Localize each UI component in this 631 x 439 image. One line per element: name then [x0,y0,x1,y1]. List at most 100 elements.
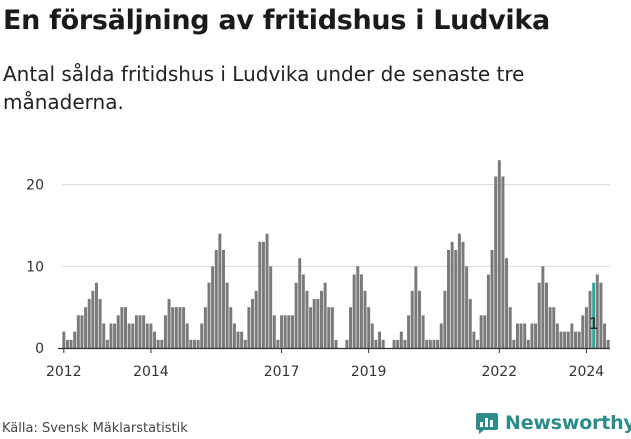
bar [65,339,69,348]
bar [508,307,512,348]
bar [316,299,320,348]
bar [236,331,240,348]
bar [200,323,204,348]
bar [330,307,334,348]
bar [225,282,229,348]
bar [552,307,556,348]
bar [490,250,494,348]
bar [595,274,599,348]
bar [160,339,164,348]
bar [410,290,414,348]
bar [214,250,218,348]
bar [94,282,98,348]
bar [345,339,349,348]
bar [69,339,73,348]
bar [283,315,287,348]
bar [142,315,146,348]
bar [472,331,476,348]
bar [305,290,309,348]
bar [192,339,196,348]
bar [436,339,440,348]
bar [301,274,305,348]
bar [203,307,207,348]
bar [399,331,403,348]
bar [526,339,530,348]
bar [577,331,581,348]
bar [534,323,538,348]
gridlines [62,184,610,267]
bar [523,323,527,348]
bar [171,307,175,348]
bar [298,258,302,348]
bar [403,339,407,348]
bar [196,339,200,348]
bar [182,307,186,348]
bar [501,176,505,348]
bar [254,290,258,348]
bar [447,250,450,348]
bar [98,299,102,348]
bar [461,241,465,348]
data-label: 1 [589,314,599,333]
bar [276,339,280,348]
bar [476,339,480,348]
y-tick-label: 20 [26,178,44,194]
bar [537,282,541,348]
bar [606,339,610,348]
bar [149,323,153,348]
bar [312,299,316,348]
bar [76,315,80,348]
bar [156,339,160,348]
bar [454,250,458,348]
bar [309,307,313,348]
x-tick-label: 2024 [569,364,605,380]
bar [73,331,77,348]
bar [265,233,269,348]
bar [381,339,385,348]
bar [421,315,425,348]
bar [84,307,88,348]
bar [581,315,585,348]
bar [545,282,548,348]
bar [566,331,570,348]
bar [563,331,567,348]
bar [116,315,120,348]
bar [574,331,578,348]
bar [167,299,171,348]
bar [243,339,247,348]
bar [559,331,563,348]
bar [439,323,443,348]
bar [530,323,534,348]
bar [519,323,523,348]
bar [392,339,396,348]
bar [363,290,367,348]
bar [124,307,127,348]
y-tick-label: 0 [35,341,44,357]
bar [178,307,182,348]
x-tick-label: 2012 [46,364,82,380]
bar [134,315,138,348]
bar [327,307,331,348]
bar [599,282,603,348]
bar [287,315,291,348]
bar [359,274,363,348]
bar [105,339,109,348]
brand-name: Newsworthy [505,412,631,434]
bar [548,307,552,348]
bar [290,315,294,348]
bar [541,266,545,348]
bar [428,339,432,348]
bar [269,266,273,348]
bar [515,323,519,348]
bar [570,323,574,348]
x-tick-label: 2022 [481,364,517,380]
newsworthy-logo-icon [476,413,498,434]
bar [272,315,276,348]
bar [218,233,222,348]
bar [425,339,429,348]
bar [465,266,469,348]
bar [378,331,382,348]
bar [113,323,117,348]
bar [468,299,472,348]
bar [109,323,113,348]
